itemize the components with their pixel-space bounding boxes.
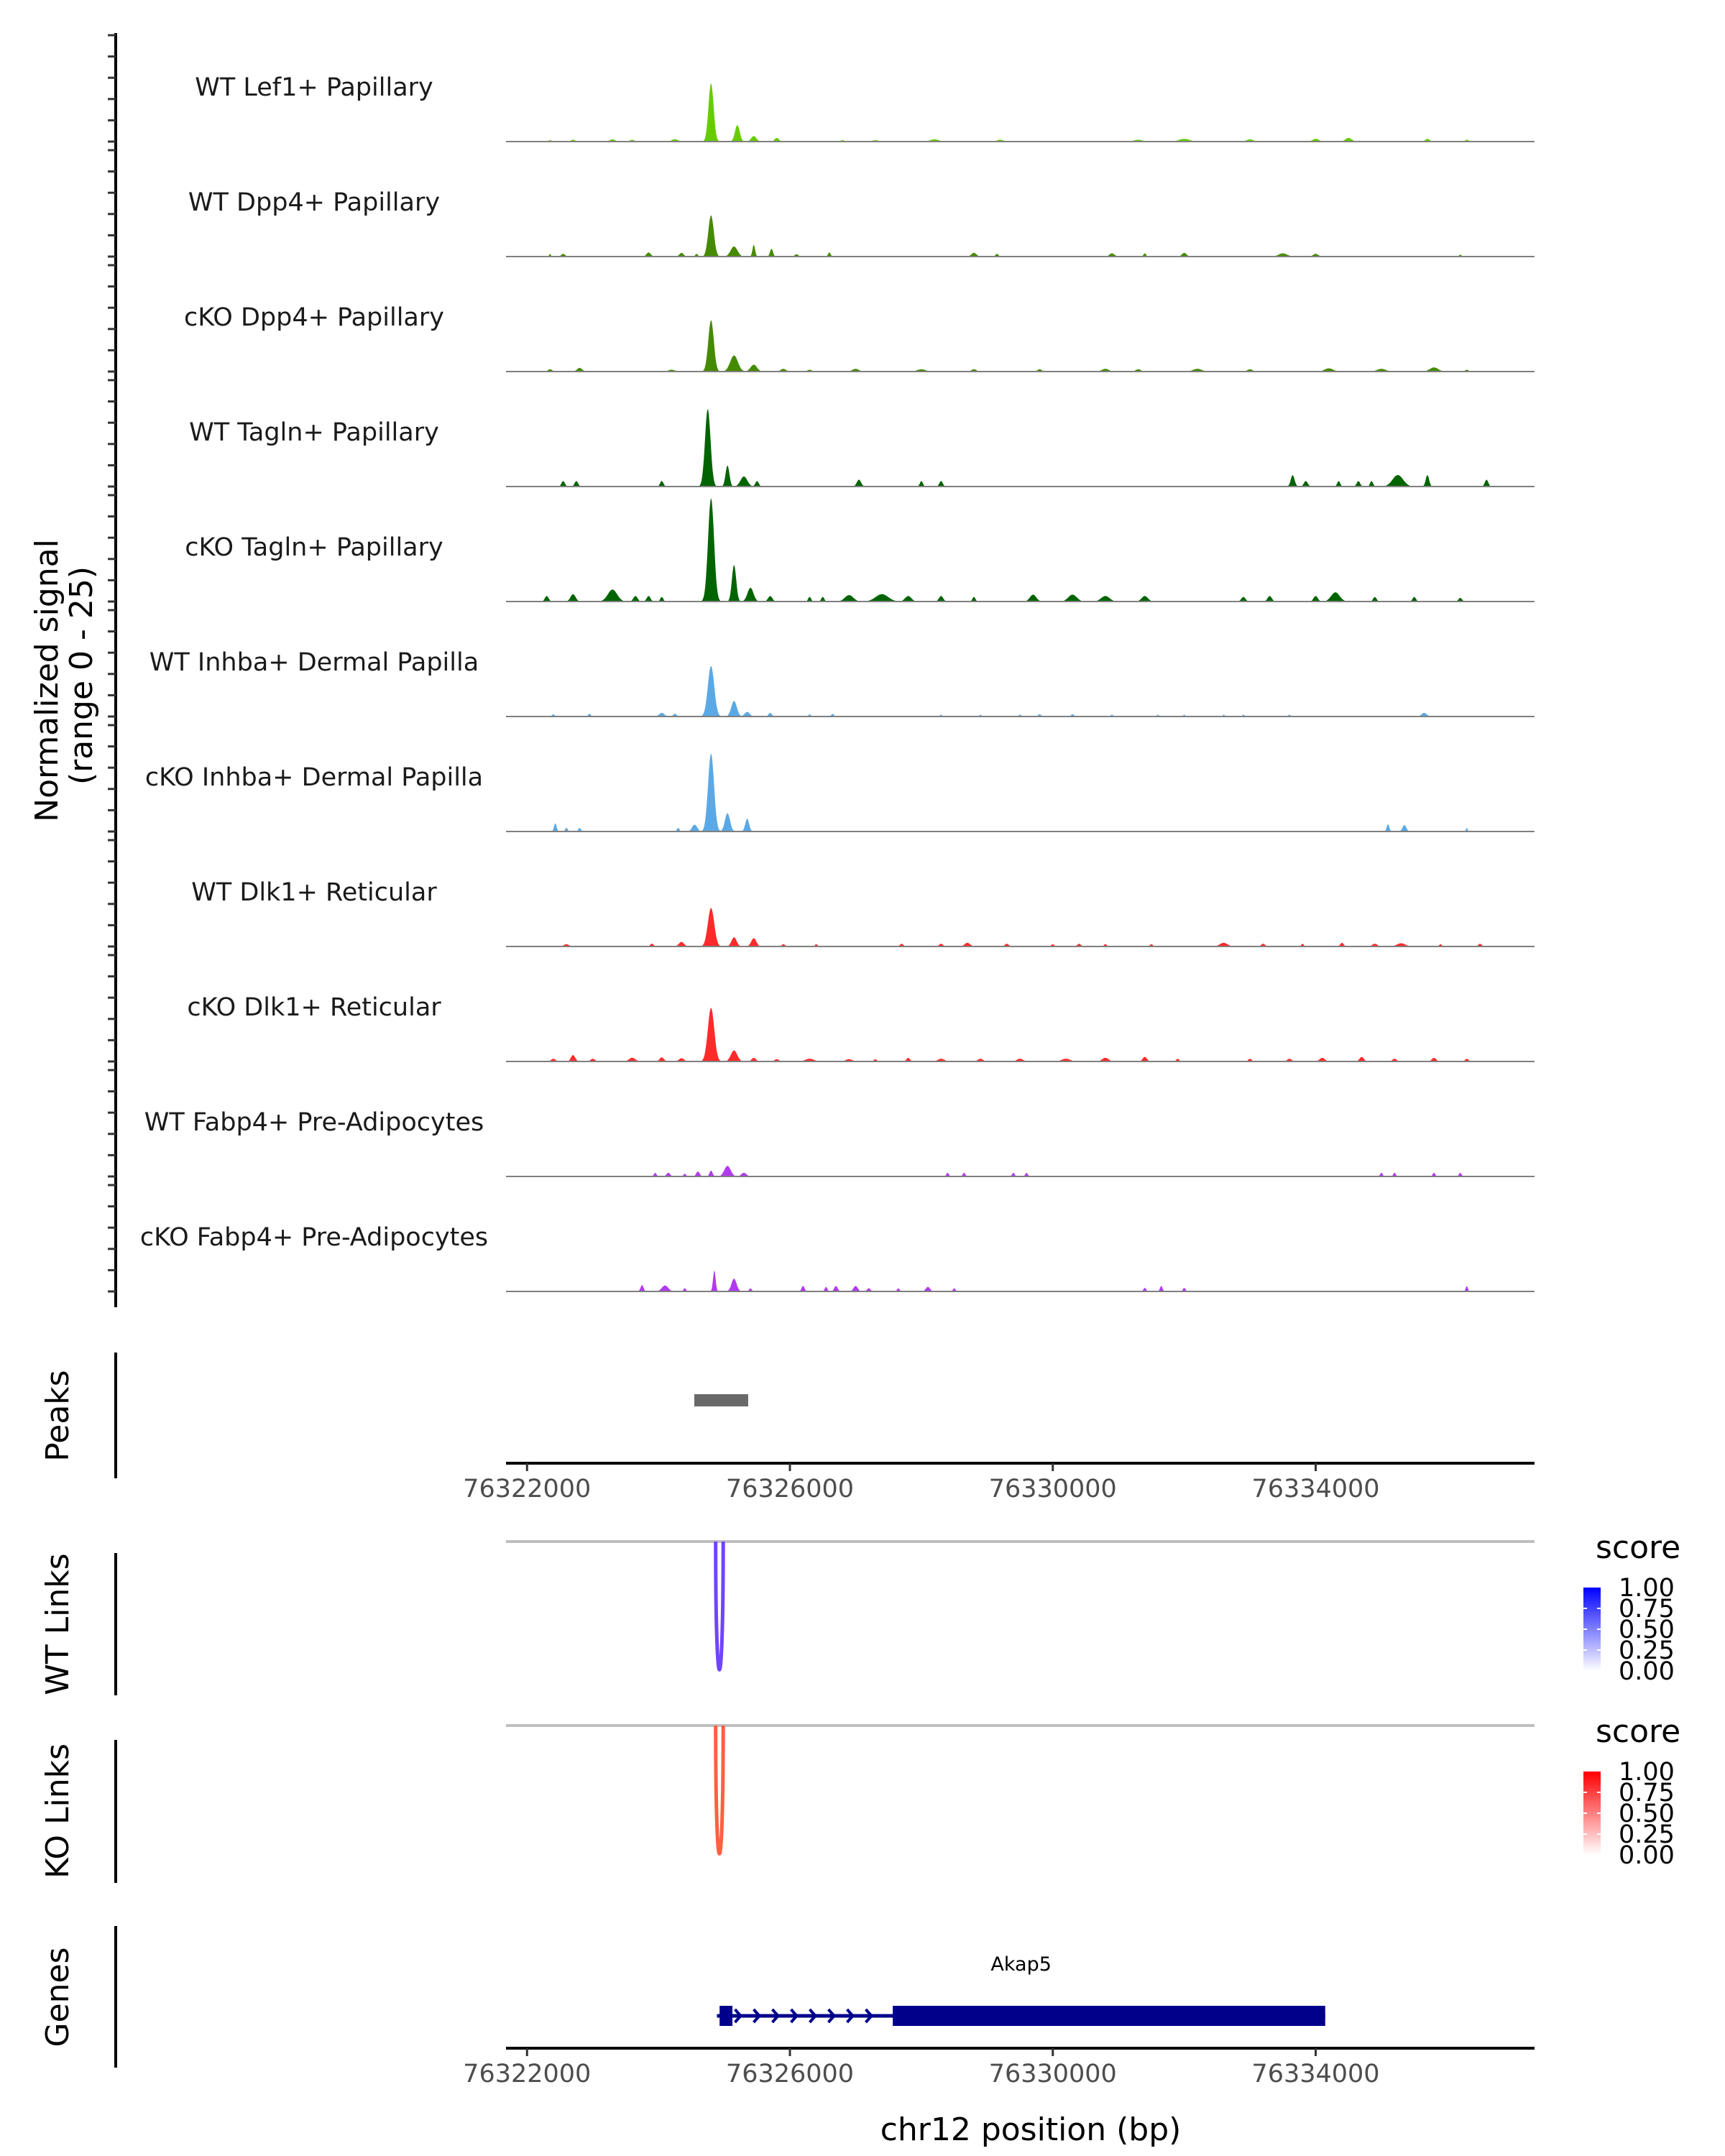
signal-area [506, 409, 1535, 487]
signal-area [506, 753, 1535, 831]
track-wt-tagln-papillary: WT Tagln+ Papillary [189, 409, 1535, 487]
track-label: WT Inhba+ Dermal Papilla [150, 648, 479, 677]
legend-title: score [1596, 1529, 1680, 1566]
x-tick-label: 76330000 [989, 1475, 1117, 1503]
track-label: WT Lef1+ Papillary [195, 73, 433, 102]
link-track-ko-links: KO Links score 1.000.750.500.250.00 [40, 1713, 1680, 1883]
track-cko-dpp4-papillary: cKO Dpp4+ Papillary [184, 303, 1535, 372]
y-axis-label-line2: (range 0 - 25) [63, 566, 100, 785]
link-track-label: KO Links [40, 1743, 76, 1879]
legend-title: score [1596, 1713, 1680, 1750]
peaks-label: Peaks [40, 1370, 76, 1461]
track-label: cKO Dpp4+ Papillary [184, 303, 444, 332]
track-cko-fabp4-pre-adipocytes: cKO Fabp4+ Pre-Adipocytes [140, 1223, 1535, 1292]
score-legend: score 1.000.750.500.250.00 [1583, 1713, 1680, 1870]
strand-arrow-icon [771, 2008, 781, 2024]
signal-area [506, 1008, 1535, 1061]
legend-tick-label: 0.50 [1619, 1800, 1675, 1828]
legend-tick-label: 0.50 [1619, 1616, 1675, 1644]
gene-exon [893, 2006, 1325, 2026]
gene-akap5: Akap5 [717, 1953, 1325, 2026]
y-axis-label-line1: Normalized signal [29, 539, 65, 822]
legend-tick-label: 0.75 [1619, 1595, 1675, 1623]
strand-arrow-icon [734, 2008, 743, 2024]
link-track-label: WT Links [40, 1553, 76, 1695]
signal-area [506, 215, 1535, 257]
x-tick-label: 76326000 [726, 2060, 854, 2088]
legend-tick-label: 0.25 [1619, 1820, 1675, 1849]
signal-area [506, 665, 1535, 717]
legend-tick-label: 1.00 [1619, 1758, 1675, 1787]
track-cko-dlk1-reticular: cKO Dlk1+ Reticular [187, 993, 1535, 1062]
lower-x-axis: 76322000 76326000 76330000 76334000 [463, 2047, 1535, 2088]
track-label: WT Dpp4+ Papillary [188, 188, 440, 217]
strand-arrow-icon [809, 2008, 818, 2024]
strand-arrow-icon [753, 2008, 762, 2024]
legend-tick-label: 0.00 [1619, 1657, 1675, 1686]
signal-tracks: WT Lef1+ Papillary WT Dpp4+ Papillary cKO … [140, 73, 1535, 1292]
link-track-wt-links: WT Links score 1.000.750.500.250.00 [40, 1529, 1680, 1695]
gene-exon [719, 2006, 733, 2026]
track-wt-dpp4-papillary: WT Dpp4+ Papillary [188, 188, 1535, 257]
signal-area [506, 83, 1535, 142]
genes-panel: Genes Akap5 [40, 1926, 1325, 2068]
legend-tick-label: 1.00 [1619, 1574, 1675, 1603]
track-wt-lef1-papillary: WT Lef1+ Papillary [195, 73, 1535, 142]
track-label: cKO Dlk1+ Reticular [187, 993, 441, 1022]
track-wt-fabp4-pre-adipocytes: WT Fabp4+ Pre-Adipocytes [144, 1108, 1535, 1177]
track-cko-tagln-papillary: cKO Tagln+ Papillary [185, 498, 1535, 602]
strand-arrow-icon [865, 2008, 874, 2024]
track-wt-inhba-dermal-papilla: WT Inhba+ Dermal Papilla [150, 648, 1535, 717]
x-tick-label: 76334000 [1251, 1475, 1379, 1503]
upper-x-axis: 76322000 76326000 76330000 76334000 [463, 1462, 1535, 1503]
signal-area [506, 908, 1535, 946]
signal-area [506, 320, 1535, 372]
x-tick-label: 76326000 [726, 1475, 854, 1503]
score-legend: score 1.000.750.500.250.00 [1583, 1529, 1680, 1686]
gene-name: Akap5 [990, 1953, 1052, 1976]
track-label: WT Fabp4+ Pre-Adipocytes [144, 1108, 484, 1137]
y-axis-label: Normalized signal (range 0 - 25) [29, 529, 100, 822]
x-axis-label: chr12 position (bp) [880, 2111, 1182, 2148]
track-cko-inhba-dermal-papilla: cKO Inhba+ Dermal Papilla [145, 753, 1535, 832]
x-tick-label: 76334000 [1251, 2060, 1379, 2088]
x-tick-label: 76330000 [989, 2060, 1117, 2088]
track-label: WT Dlk1+ Reticular [191, 878, 437, 907]
strand-arrow-icon [846, 2008, 855, 2024]
link-arc [714, 1725, 725, 1856]
legend-tick-label: 0.25 [1619, 1636, 1675, 1665]
x-tick-label: 76322000 [463, 1475, 591, 1503]
signal-area [506, 1271, 1535, 1291]
peaks-panel: Peaks [40, 1353, 748, 1478]
strand-arrow-icon [790, 2008, 799, 2024]
signal-area [506, 498, 1535, 602]
genes-label: Genes [40, 1947, 76, 2047]
signal-y-axis [108, 33, 117, 1307]
track-label: cKO Tagln+ Papillary [185, 533, 443, 562]
peak-region [694, 1394, 748, 1406]
track-label: cKO Fabp4+ Pre-Adipocytes [140, 1223, 488, 1252]
legend-tick-label: 0.75 [1619, 1779, 1675, 1807]
track-label: WT Tagln+ Papillary [189, 418, 439, 447]
strand-arrow-icon [827, 2008, 837, 2024]
signal-area [506, 1166, 1535, 1176]
legend-tick-label: 0.00 [1619, 1841, 1675, 1870]
track-label: cKO Inhba+ Dermal Papilla [145, 763, 483, 792]
track-wt-dlk1-reticular: WT Dlk1+ Reticular [191, 878, 1535, 947]
link-arc [714, 1541, 725, 1672]
x-tick-label: 76322000 [463, 2060, 591, 2088]
